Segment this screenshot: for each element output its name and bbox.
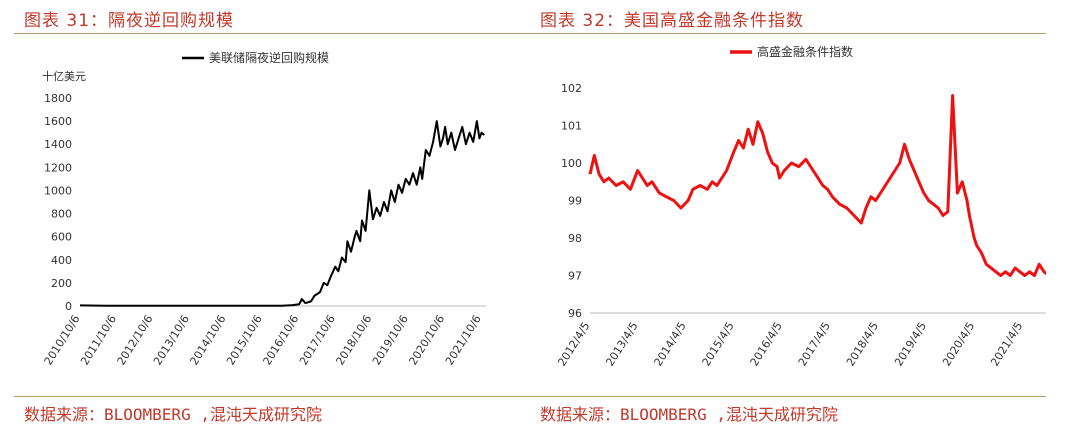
x-tick-label: 2017/4/5	[796, 320, 833, 369]
x-tick-label: 2017/10/6	[297, 313, 338, 368]
left-panel: 图表 31：隔夜逆回购规模 0 200 400 600 800 1000 1200 1400 1…	[14, 0, 530, 429]
reverse-repo-chart: 0 200 400 600 800 1000 1200 1400 1600 1800 十亿美元 201…	[42, 50, 486, 368]
x-tick-label: 2019/4/5	[892, 320, 929, 369]
y-tick-label: 1200	[44, 161, 72, 174]
y-tick-label: 98	[568, 232, 582, 245]
y-tick-label: 99	[568, 195, 582, 208]
y-tick-label: 200	[51, 277, 72, 290]
title-rule	[530, 33, 1046, 34]
y-tick-label: 400	[51, 254, 72, 267]
y-tick-label: 1400	[44, 138, 72, 151]
panel-source: 数据来源：BLOOMBERG ,混沌天成研究院	[24, 405, 322, 424]
y-tick-label: 97	[568, 270, 582, 283]
x-tick-label: 2011/10/6	[78, 313, 119, 368]
x-tick-label: 2018/4/5	[844, 320, 881, 369]
y-tick-label: 1800	[44, 92, 72, 105]
x-tick-label: 2014/4/5	[652, 320, 689, 369]
x-tick-label: 2016/10/6	[260, 313, 301, 368]
y-tick-label: 800	[51, 208, 72, 221]
y-tick-label: 100	[561, 157, 582, 170]
source-rule	[530, 396, 1046, 397]
x-tick-label: 2020/4/5	[940, 320, 977, 369]
x-tick-label: 2015/10/6	[224, 313, 265, 368]
right-panel: 图表 32：美国高盛金融条件指数 96 97 98 99 100 101 102 2012/4…	[530, 0, 1046, 429]
panel-title: 图表 31：隔夜逆回购规模	[24, 11, 235, 31]
x-tick-label: 2012/4/5	[555, 320, 592, 369]
x-tick-label: 2012/10/6	[115, 313, 156, 368]
panel-title: 图表 32：美国高盛金融条件指数	[540, 11, 805, 31]
x-tick-label: 2010/10/6	[42, 313, 83, 368]
x-tick-label: 2013/10/6	[151, 313, 192, 368]
x-tick-label: 2021/4/5	[988, 320, 1025, 369]
x-tick-label: 2021/10/6	[443, 313, 484, 368]
goldman-fci-chart: 96 97 98 99 100 101 102 2012/4/5 2013/4/5 2014/4/…	[555, 44, 1046, 369]
title-rule	[14, 33, 530, 34]
y-tick-label: 1600	[44, 115, 72, 128]
series-line	[588, 94, 1046, 277]
x-tick-label: 2020/10/6	[406, 313, 447, 368]
y-axis-label: 十亿美元	[42, 69, 86, 83]
y-tick-label: 101	[561, 120, 582, 133]
y-tick-label: 102	[561, 82, 582, 95]
panel-source: 数据来源：BLOOMBERG ,混沌天成研究院	[540, 405, 838, 424]
y-tick-label: 600	[51, 231, 72, 244]
x-tick-label: 2015/4/5	[700, 320, 737, 369]
y-tick-label: 0	[65, 300, 72, 313]
y-tick-label: 1000	[44, 184, 72, 197]
x-tick-label: 2014/10/6	[188, 313, 229, 368]
source-rule	[14, 396, 530, 397]
legend-label: 高盛金融条件指数	[757, 44, 853, 59]
x-tick-label: 2018/10/6	[333, 313, 374, 368]
legend-label: 美联储隔夜逆回购规模	[209, 50, 329, 65]
x-tick-label: 2016/4/5	[748, 320, 785, 369]
y-tick-label: 96	[568, 307, 582, 320]
x-tick-label: 2019/10/6	[370, 313, 411, 368]
x-tick-label: 2013/4/5	[603, 320, 640, 369]
series-line	[79, 120, 485, 307]
